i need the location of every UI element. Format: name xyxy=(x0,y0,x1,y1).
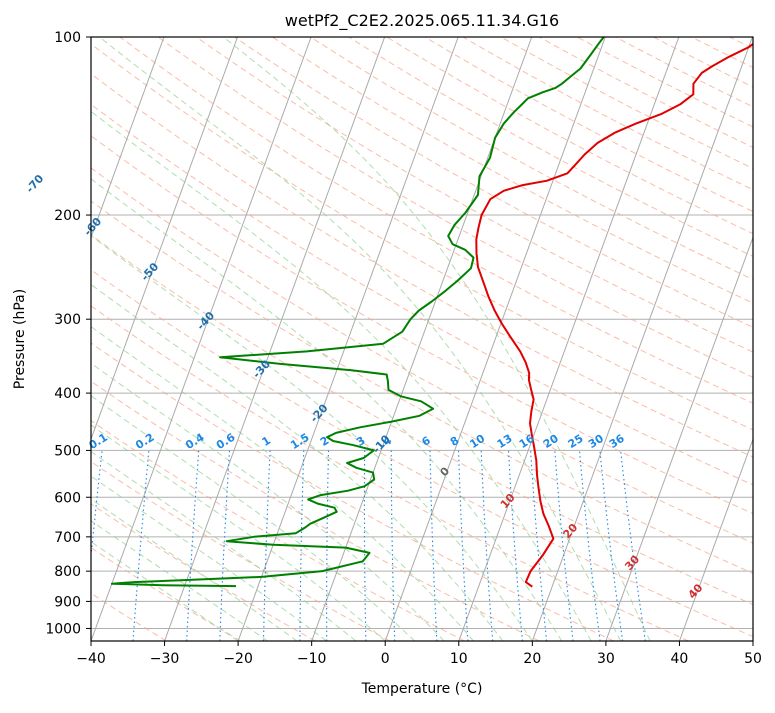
x-tick-label: −20 xyxy=(223,651,253,667)
x-tick-label: 50 xyxy=(744,651,762,667)
y-tick-label: 600 xyxy=(54,490,81,506)
x-tick-label: 0 xyxy=(381,651,390,667)
y-tick-label: 800 xyxy=(54,564,81,580)
x-tick-label: 30 xyxy=(597,651,615,667)
isotherm-label: -70 xyxy=(23,172,46,196)
isotherm-line xyxy=(753,37,775,641)
y-tick-label: 1000 xyxy=(45,621,81,637)
x-tick-label: 20 xyxy=(523,651,541,667)
chart-title: wetPf2_C2E2.2025.065.11.34.G16 xyxy=(285,11,559,31)
x-tick-label: 40 xyxy=(671,651,689,667)
y-tick-label: 300 xyxy=(54,312,81,328)
y-tick-label: 900 xyxy=(54,594,81,610)
y-tick-label: 100 xyxy=(54,30,81,46)
y-tick-label: 700 xyxy=(54,530,81,546)
y-tick-label: 200 xyxy=(54,208,81,224)
x-tick-label: −10 xyxy=(297,651,327,667)
x-tick-label: −40 xyxy=(76,651,106,667)
y-axis-title: Pressure (hPa) xyxy=(12,289,28,389)
x-tick-label: −30 xyxy=(150,651,180,667)
y-tick-label: 500 xyxy=(54,443,81,459)
x-tick-label: 10 xyxy=(450,651,468,667)
y-tick-label: 400 xyxy=(54,386,81,402)
x-axis-title: Temperature (°C) xyxy=(361,681,483,697)
